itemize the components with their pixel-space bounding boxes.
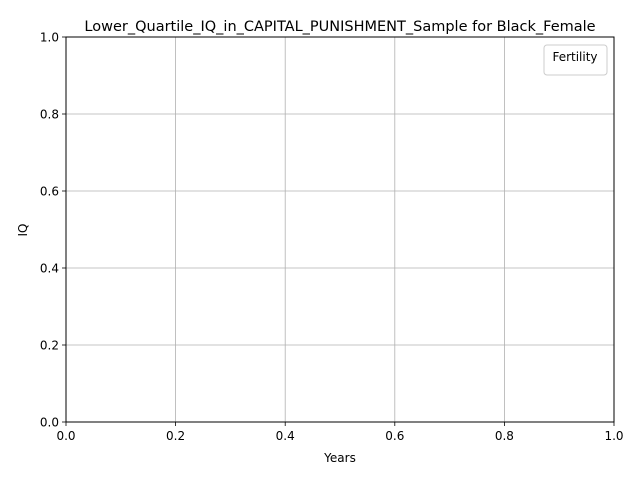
y-tick-label: 0.2 <box>40 339 59 353</box>
x-tick-label: 0.8 <box>495 429 514 443</box>
y-tick-label: 0.4 <box>40 262 59 276</box>
legend-box <box>543 44 608 76</box>
x-axis-label: Years <box>323 451 356 465</box>
x-tick-label: 1.0 <box>604 429 623 443</box>
x-axis: 0.0 0.2 0.4 0.6 0.8 1.0 <box>56 422 624 443</box>
y-tick-label: 0.6 <box>40 185 59 199</box>
x-tick-label: 0.0 <box>56 429 75 443</box>
y-tick-label: 1.0 <box>40 31 59 45</box>
chart-title: Lower_Quartile_IQ_in_CAPITAL_PUNISHMENT_… <box>84 19 595 35</box>
grid <box>65 36 615 423</box>
x-tick-label: 0.4 <box>276 429 295 443</box>
legend-title: Fertility <box>552 50 597 64</box>
legend: Fertility <box>543 44 608 76</box>
y-tick-label: 0.8 <box>40 108 59 122</box>
y-axis: 0.0 0.2 0.4 0.6 0.8 1.0 <box>40 31 66 430</box>
y-tick-label: 0.0 <box>40 416 59 430</box>
y-axis-label: IQ <box>16 224 30 237</box>
x-tick-label: 0.2 <box>166 429 185 443</box>
x-tick-label: 0.6 <box>385 429 404 443</box>
plot-frame <box>65 36 615 423</box>
